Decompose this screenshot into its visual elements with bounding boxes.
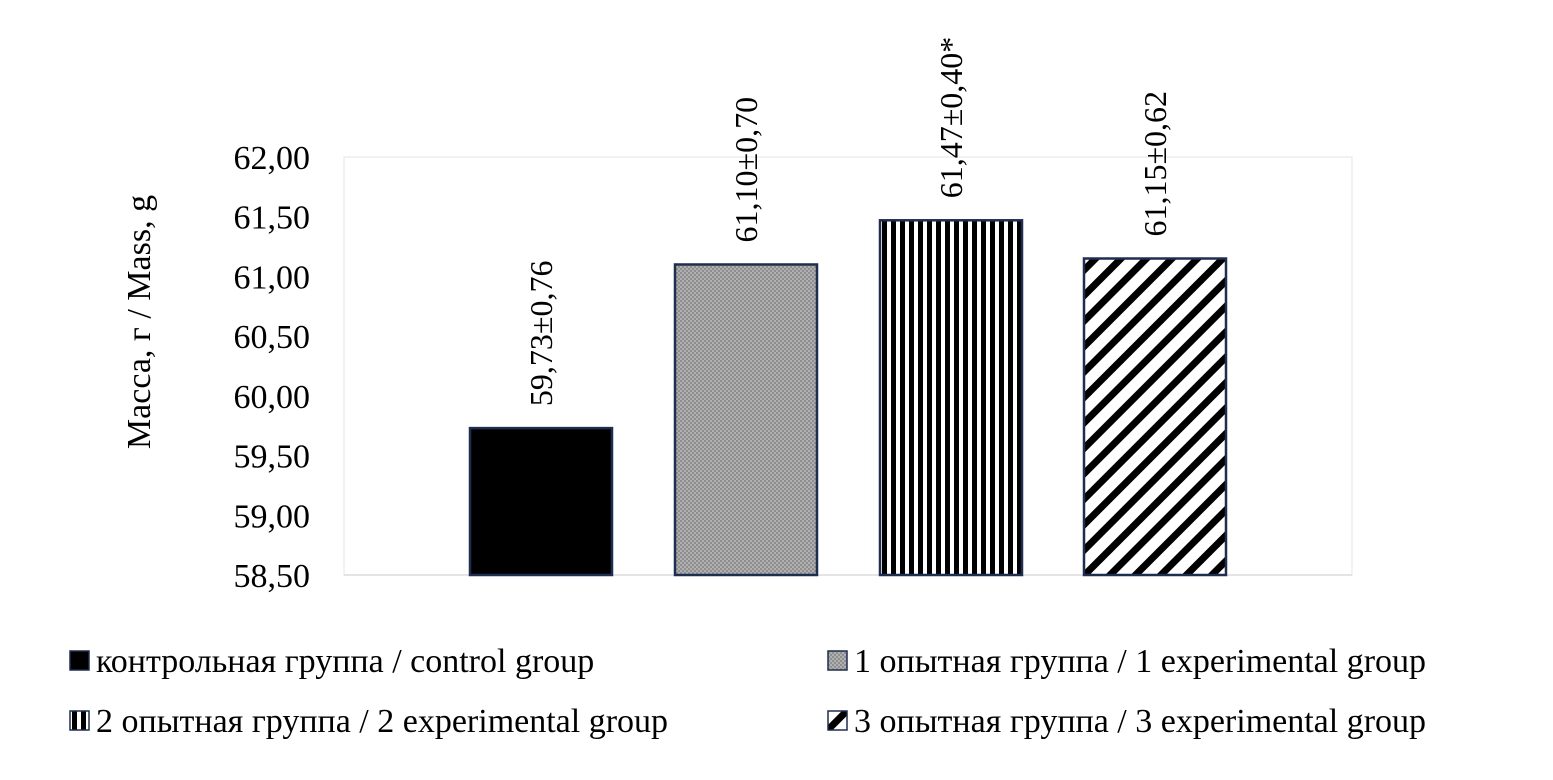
data-label: 61,15±0,62	[1137, 91, 1173, 237]
y-tick-label: 59,00	[234, 498, 311, 535]
data-label: 59,73±0,76	[523, 261, 559, 407]
legend-label: 3 опытная группа / 3 experimental group	[854, 703, 1426, 740]
bar-experimental-1	[673, 263, 819, 577]
y-axis-title: Масса, г / Mass, g	[121, 195, 158, 449]
bar-control	[468, 426, 614, 577]
bars	[468, 219, 1228, 577]
legend-item: 1 опытная группа / 1 experimental group	[827, 643, 1426, 680]
legend: контрольная группа / control group 1 опыт…	[69, 643, 1426, 740]
data-labels: 59,73±0,76 61,10±0,70 61,47±0,40* 61,15±0,6…	[523, 37, 1173, 406]
legend-swatch	[827, 650, 848, 671]
legend-swatch	[69, 650, 90, 671]
y-tick-label: 58,50	[234, 558, 311, 595]
bar-experimental-2	[878, 219, 1024, 577]
legend-label: контрольная группа / control group	[96, 643, 594, 680]
y-tick-label: 61,50	[234, 200, 311, 237]
y-tick-label: 62,00	[234, 140, 311, 177]
legend-label: 1 опытная группа / 1 experimental group	[854, 643, 1426, 680]
y-axis-ticks: 62,00 61,50 61,00 60,50 60,00 59,50 59,00 58,50	[234, 140, 311, 595]
data-label: 61,47±0,40*	[933, 37, 969, 199]
legend-item: 3 опытная группа / 3 experimental group	[827, 703, 1426, 740]
legend-swatch	[827, 710, 848, 731]
legend-swatch	[69, 710, 90, 731]
legend-item: контрольная группа / control group	[69, 643, 594, 680]
data-label: 61,10±0,70	[728, 97, 764, 243]
y-tick-label: 61,00	[234, 259, 311, 296]
legend-item: 2 опытная группа / 2 experimental group	[69, 703, 668, 740]
legend-label: 2 опытная группа / 2 experimental group	[96, 703, 668, 740]
y-tick-label: 60,00	[234, 379, 311, 416]
y-tick-label: 60,50	[234, 319, 311, 356]
y-tick-label: 59,50	[234, 439, 311, 476]
bar-experimental-3	[1082, 257, 1228, 577]
